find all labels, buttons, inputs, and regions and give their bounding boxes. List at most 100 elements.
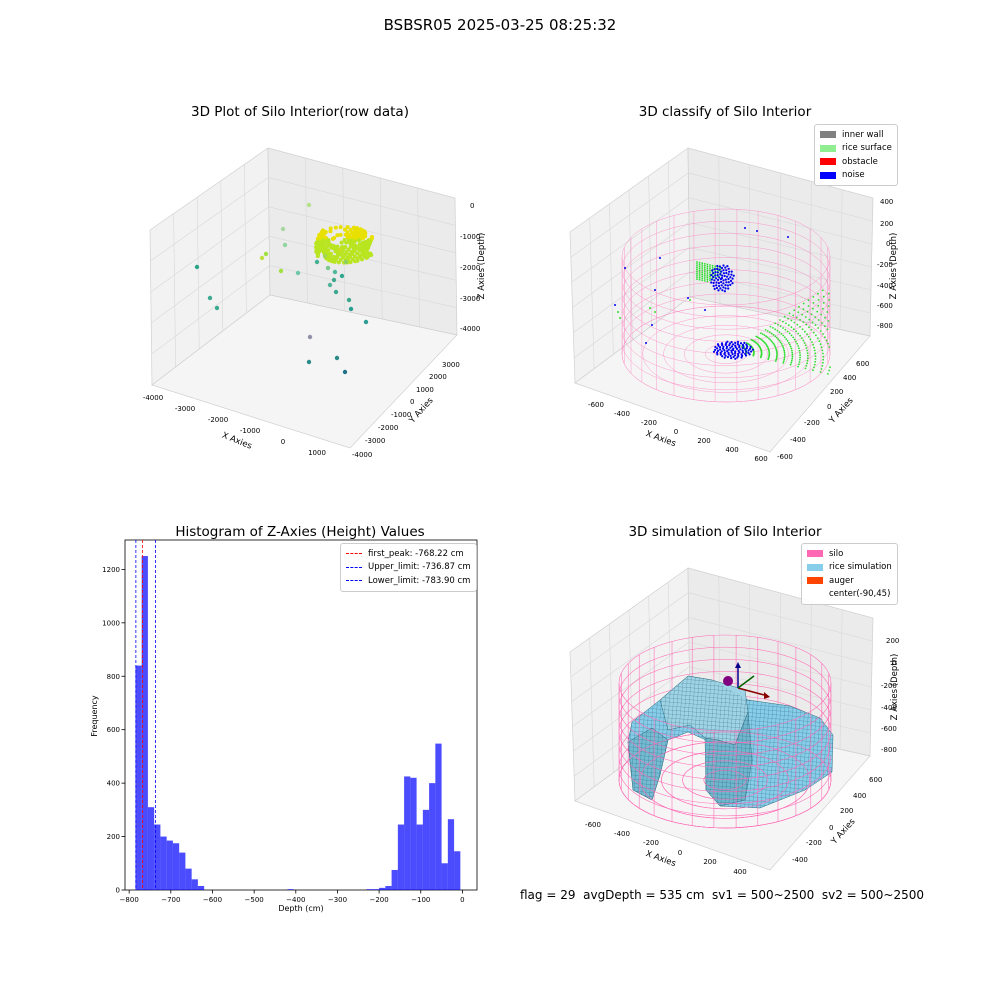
gridline: [379, 177, 383, 320]
rice-surface-point: [706, 263, 709, 266]
rice-surface-point: [654, 311, 656, 313]
noise-point: [725, 347, 728, 350]
noise-point: [744, 354, 748, 357]
rice-surface-point: [775, 355, 778, 358]
noise-point: [712, 281, 715, 285]
rice-surface-point: [696, 264, 698, 267]
noise-point: [725, 342, 728, 345]
noise-point: [749, 345, 752, 348]
noise-point: [732, 347, 735, 350]
raw-point: [362, 244, 367, 249]
rice-surface-point: [766, 336, 769, 339]
rice-surface-point: [796, 342, 799, 345]
rice-surface-point: [826, 328, 829, 331]
x-tick-label: −200: [369, 896, 388, 904]
rice-surface-point: [813, 346, 815, 349]
noise-point: [721, 274, 724, 277]
noise-point: [716, 353, 719, 356]
noise-point: [713, 287, 716, 290]
rice-surface-point: [696, 261, 698, 263]
rice-surface-point: [793, 338, 796, 341]
histogram-bar: [410, 777, 417, 890]
rice-surface-point: [696, 270, 698, 273]
raw-point: [329, 245, 334, 250]
rice-surface-point: [820, 313, 823, 316]
rice-surface-point: [828, 299, 830, 301]
rice-surface-point: [817, 327, 820, 329]
rice-surface-point: [813, 349, 816, 352]
histogram-x-label: Depth (cm): [278, 904, 323, 913]
rice-surface-point: [706, 265, 709, 268]
noise-point: [721, 343, 724, 347]
histogram-bar: [435, 743, 442, 890]
noise-point: [749, 347, 752, 350]
rice-surface-point: [696, 263, 698, 265]
raw-point: [319, 229, 325, 235]
rice-surface-point: [799, 356, 801, 359]
rice-surface-point: [822, 302, 825, 304]
histogram-bar: [185, 868, 192, 890]
noise-point: [729, 276, 732, 279]
raw-point: [345, 225, 350, 230]
rice-surface-point: [819, 343, 822, 346]
noise-point: [713, 268, 716, 271]
raw-y-tick: 1000: [416, 386, 434, 394]
gridline: [173, 213, 176, 368]
noise-point: [747, 349, 750, 352]
rice-surface-point: [765, 335, 767, 338]
rice-surface-point: [799, 358, 801, 361]
raw-point: [295, 270, 301, 276]
raw-point-cloud: [194, 202, 374, 375]
noise-point: [724, 343, 727, 346]
raw-point: [343, 227, 347, 232]
rice-surface-point: [768, 337, 770, 340]
wire-ring: [618, 646, 832, 696]
noise-point: [740, 356, 743, 359]
rice-surface-point: [782, 348, 785, 350]
histogram-bars: [135, 556, 461, 890]
rice-surface-point: [696, 276, 698, 279]
rice-surface-point: [804, 316, 807, 318]
raw-x-tick: 0: [281, 438, 285, 446]
simulation-z-tick: -200: [881, 682, 897, 690]
rice-surface-point: [709, 279, 711, 282]
noise-point: [756, 230, 758, 232]
rice-surface-point: [790, 326, 793, 329]
rice-surface-point: [696, 272, 698, 275]
noise-point: [720, 266, 724, 270]
noise-point: [729, 354, 732, 357]
raw-point: [328, 226, 333, 231]
noise-point: [728, 270, 731, 273]
x-tick-label: −600: [203, 896, 222, 904]
noise-point: [714, 345, 717, 349]
raw-point: [330, 236, 335, 241]
rice-surface-point: [783, 315, 786, 318]
raw-point: [325, 265, 331, 271]
rice-surface-point: [822, 361, 824, 364]
rice-surface-point: [791, 351, 794, 354]
noise-point: [750, 350, 753, 353]
classify-z-tick: -400: [877, 282, 893, 290]
raw-y-tick: 2000: [429, 373, 447, 381]
raw-y-tick: -1000: [391, 411, 411, 419]
noise-point: [735, 347, 739, 350]
rice-surface-point: [709, 264, 711, 266]
raw-point: [207, 295, 213, 301]
noise-point: [722, 264, 725, 267]
simulation-z-tick: 200: [886, 637, 899, 645]
rice-surface-point: [775, 358, 778, 361]
simulation-x-ticks: -600 -400 -200 0 200 400: [585, 821, 747, 876]
rice-surface-point: [706, 278, 709, 281]
rice-surface-point: [804, 367, 807, 370]
raw-z-label: Z Axies (Depth): [477, 233, 487, 300]
y-tick-label: 200: [107, 833, 120, 841]
rice-surface-point: [812, 343, 814, 346]
wire-ring: [618, 682, 832, 732]
rice-surface-point: [807, 299, 810, 302]
raw-y-tick: -2000: [378, 424, 398, 432]
rice-surface-point: [799, 352, 801, 354]
noise-point: [719, 278, 723, 281]
histogram-bar: [454, 851, 461, 890]
histogram-reference-lines: [135, 540, 156, 890]
gridline: [573, 271, 690, 359]
